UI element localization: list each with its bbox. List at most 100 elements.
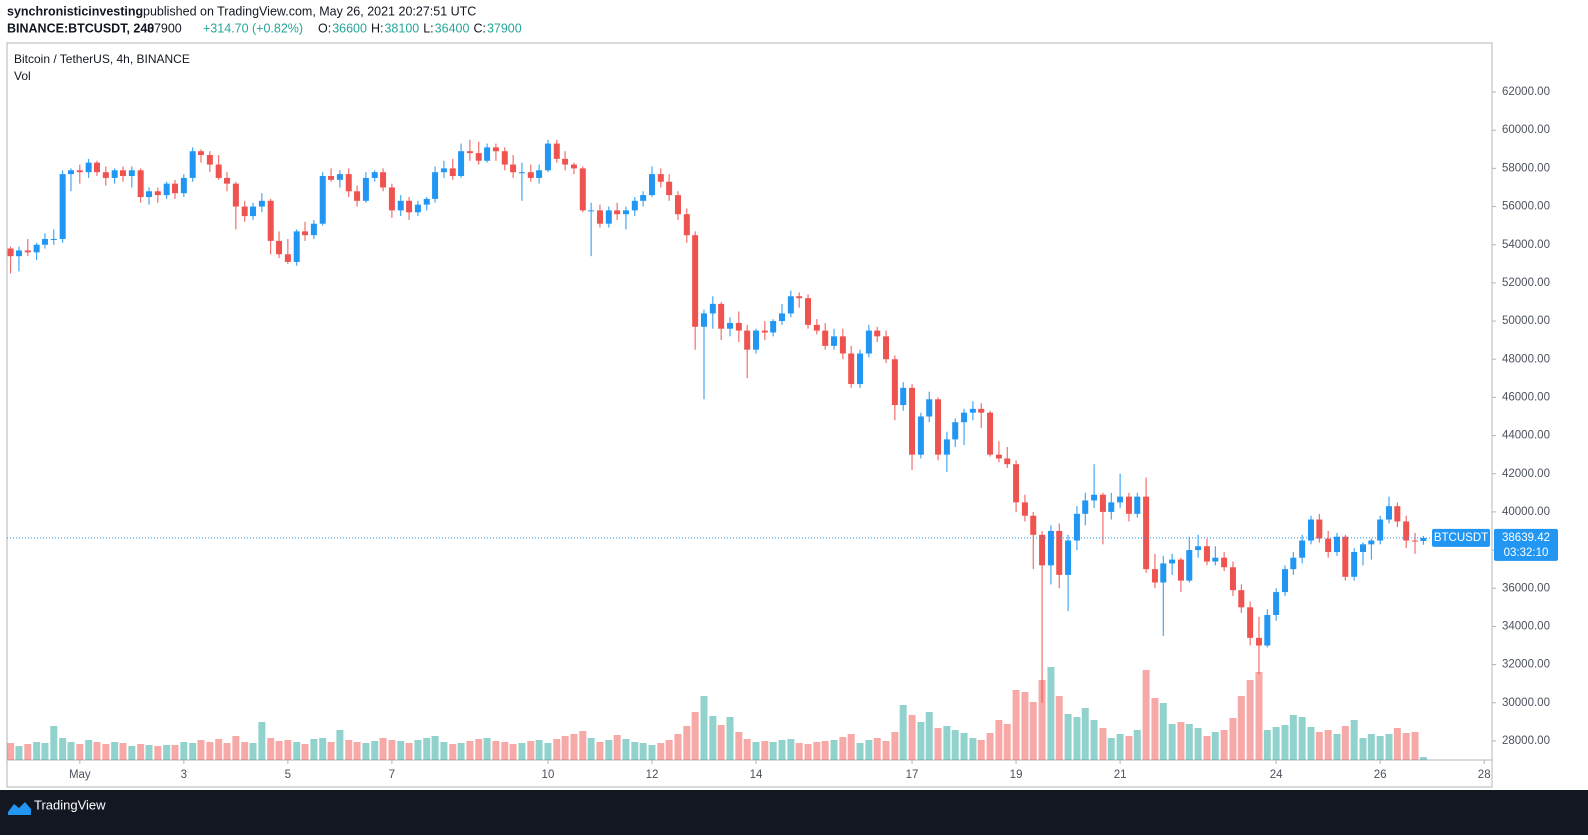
- y-tick-label: 32000.00: [1502, 659, 1550, 671]
- volume-bar: [1272, 727, 1280, 760]
- candle-body: [518, 172, 525, 174]
- volume-bar: [215, 739, 223, 760]
- candle-body: [345, 174, 352, 192]
- volume-bar: [1159, 703, 1167, 760]
- ohlc-value: 37900: [487, 21, 522, 35]
- candle-body: [449, 168, 456, 177]
- candle-body: [458, 151, 465, 177]
- volume-bar: [1324, 730, 1332, 760]
- ohlc-label: H:: [371, 21, 384, 35]
- y-tick-label: 46000.00: [1502, 391, 1550, 403]
- volume-bar: [319, 738, 327, 760]
- y-tick-label: 30000.00: [1502, 697, 1550, 709]
- candle-body: [371, 172, 378, 178]
- volume-bar: [579, 731, 587, 760]
- volume-bar: [1055, 696, 1063, 760]
- volume-bar: [1307, 727, 1315, 760]
- candle-body: [1342, 536, 1349, 577]
- volume-bar: [934, 728, 942, 760]
- candle-body: [423, 198, 430, 205]
- candle-body: [1255, 637, 1262, 646]
- y-tick-label: 52000.00: [1502, 277, 1550, 289]
- candle-body: [1325, 538, 1332, 552]
- volume-bar: [917, 722, 925, 760]
- candle-body: [67, 170, 74, 175]
- volume-bar: [24, 744, 32, 760]
- volume-bar: [457, 743, 465, 760]
- volume-bar: [1203, 736, 1211, 760]
- volume-bar: [50, 726, 58, 760]
- candle-body: [796, 296, 803, 299]
- candle-body: [1316, 519, 1323, 539]
- candle-body: [640, 195, 647, 201]
- volume-bar: [241, 742, 249, 760]
- volume-bar: [405, 743, 413, 760]
- ohlc-value: 36400: [435, 21, 470, 35]
- volume-bar: [249, 743, 257, 760]
- volume-bar: [830, 740, 838, 760]
- candle-body: [1281, 569, 1288, 593]
- x-tick-label: 21: [1114, 769, 1127, 781]
- volume-title: Vol: [14, 69, 31, 83]
- volume-bar: [1298, 717, 1306, 760]
- volume-bar: [596, 742, 604, 760]
- candle-body: [475, 153, 482, 161]
- volume-bar: [483, 738, 491, 760]
- candle-body: [1290, 557, 1297, 570]
- candle-body: [1264, 614, 1271, 646]
- volume-bar: [197, 740, 205, 760]
- volume-bar: [570, 734, 578, 760]
- x-tick-label: May: [69, 769, 91, 781]
- ohlc-label: C:: [473, 21, 486, 35]
- volume-bar: [258, 722, 266, 760]
- volume-bar: [986, 733, 994, 760]
- footer-brand[interactable]: TradingView: [34, 797, 106, 812]
- y-tick-label: 56000.00: [1502, 201, 1550, 213]
- candle-body: [1125, 496, 1132, 514]
- volume-bar: [327, 742, 335, 760]
- candle-body: [76, 170, 83, 173]
- volume-bar: [717, 725, 725, 760]
- volume-bar: [683, 726, 691, 760]
- volume-bar: [891, 732, 899, 760]
- y-tick-label: 40000.00: [1502, 506, 1550, 518]
- volume-bar: [769, 742, 777, 760]
- candle-body: [943, 439, 950, 455]
- candle-body: [1030, 515, 1037, 535]
- candle-body: [1082, 500, 1089, 514]
- candle-body: [1377, 519, 1384, 541]
- volume-bar: [657, 743, 665, 760]
- candle-body: [935, 399, 942, 455]
- candle-body: [753, 330, 760, 350]
- candle-body: [328, 176, 335, 180]
- candle-body: [770, 321, 777, 333]
- candle-body: [293, 231, 300, 262]
- volume-bar: [1107, 738, 1115, 760]
- volume-bar: [1229, 718, 1237, 760]
- candle-body: [1394, 506, 1401, 522]
- candle-body: [961, 412, 968, 423]
- candle-body: [145, 191, 152, 198]
- candle-body: [1186, 550, 1193, 581]
- volume-bar: [1220, 730, 1228, 760]
- volume-bar: [1073, 717, 1081, 760]
- candle-body: [1273, 592, 1280, 615]
- candle-body: [93, 162, 100, 173]
- volume-bar: [1393, 728, 1401, 760]
- candle-body: [917, 416, 924, 455]
- candle-body: [492, 147, 499, 152]
- candle-body: [1065, 540, 1072, 575]
- candle-body: [839, 336, 846, 354]
- volume-bar: [301, 744, 309, 760]
- volume-bar: [1333, 734, 1341, 760]
- volume-bar: [509, 744, 517, 760]
- volume-bar: [1125, 736, 1133, 760]
- candle-body: [1247, 607, 1254, 638]
- candle-body: [1004, 458, 1011, 465]
- volume-bar: [726, 717, 734, 760]
- volume-bar: [397, 741, 405, 760]
- candle-body: [1307, 519, 1314, 541]
- candle-body: [119, 170, 126, 177]
- volume-bar: [1003, 724, 1011, 760]
- volume-bar: [674, 734, 682, 760]
